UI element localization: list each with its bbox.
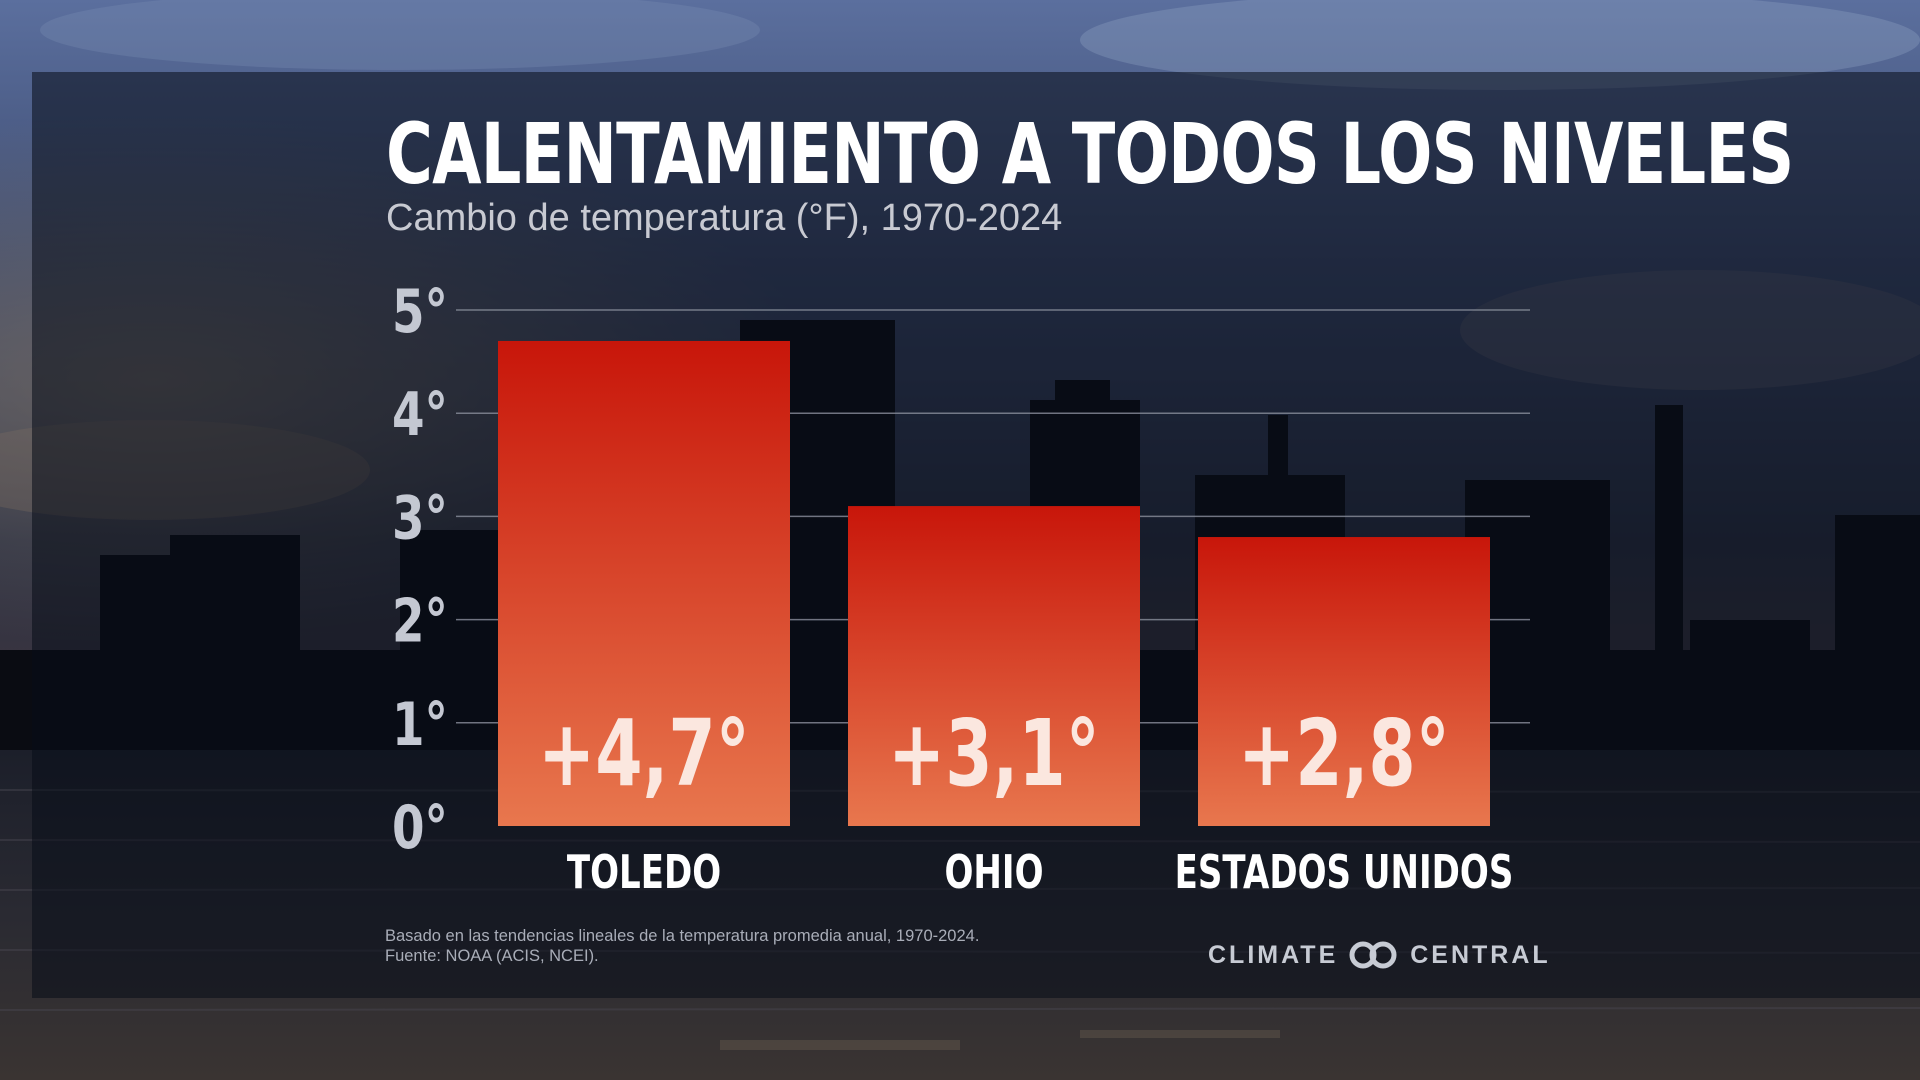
- logo-text-climate: CLIMATE: [1208, 940, 1339, 969]
- y-axis-ticks: 0° 1° 2° 3° 4° 5°: [392, 276, 448, 862]
- source-footnote: Basado en las tendencias lineales de la …: [385, 926, 979, 966]
- category-label: TOLEDO: [567, 845, 721, 900]
- bar-value-label: +3,1°: [888, 701, 1100, 808]
- category-labels: TOLEDO OHIO ESTADOS UNIDOS: [567, 845, 1513, 900]
- category-label: OHIO: [944, 845, 1043, 900]
- y-tick-label: 5°: [392, 276, 448, 346]
- y-tick-label: 2°: [392, 586, 448, 656]
- climate-central-logo: CLIMATE CENTRAL: [1208, 938, 1551, 972]
- bar-ohio: [848, 506, 1140, 826]
- bar-value-label: +2,8°: [1238, 701, 1450, 808]
- bars: [498, 340, 1490, 826]
- value-labels: +4,7° +3,1° +2,8°: [538, 701, 1450, 808]
- logo-rings-icon: [1349, 941, 1397, 969]
- y-tick-label: 0°: [392, 792, 448, 862]
- logo-text-central: CENTRAL: [1410, 940, 1551, 969]
- bar-value-label: +4,7°: [538, 701, 750, 808]
- y-tick-label: 4°: [392, 379, 448, 449]
- y-tick-label: 3°: [392, 483, 448, 553]
- chart-title: CALENTAMIENTO A TODOS LOS NIVELES: [386, 105, 1794, 203]
- footnote-method: Basado en las tendencias lineales de la …: [385, 927, 980, 945]
- category-label: ESTADOS UNIDOS: [1175, 845, 1514, 900]
- footnote-source: Fuente: NOAA (ACIS, NCEI).: [385, 947, 599, 965]
- chart-subtitle: Cambio de temperatura (°F), 1970-2024: [386, 197, 1063, 239]
- bar-estados-unidos: [1198, 537, 1490, 826]
- bar-toledo: [498, 340, 790, 826]
- y-tick-label: 1°: [392, 689, 448, 759]
